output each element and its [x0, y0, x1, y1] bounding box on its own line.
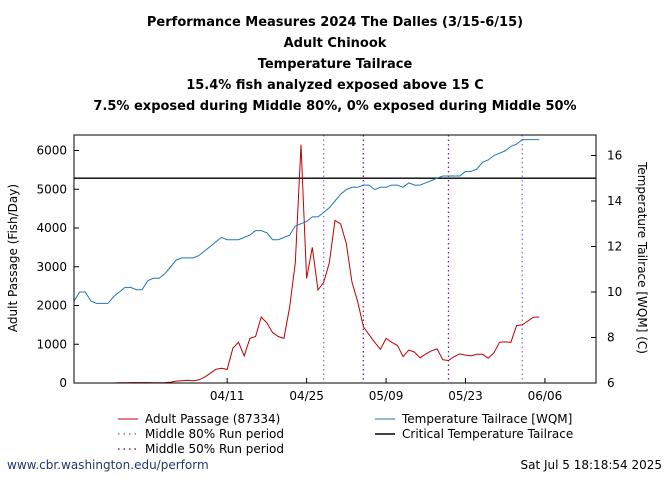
chart-subtitle-run-periods: 7.5% exposed during Middle 80%, 0% expos…: [93, 99, 577, 114]
x-tick-label: 05/09: [369, 389, 404, 403]
y-axis-title: Adult Passage (Fish/Day): [6, 183, 20, 333]
legend-label-passage: Adult Passage (87334): [145, 412, 281, 426]
axes: 0 1000 2000 3000 4000 5000 6000 6 8 10 12 14 16 04/11…: [36, 134, 622, 403]
legend-swatches: [118, 418, 395, 450]
y2-tick-label: 6: [607, 376, 615, 390]
y-tick-label: 4000: [36, 221, 67, 235]
y2-tick-label: 10: [607, 285, 622, 299]
chart-subtitle-exposure: 15.4% fish analyzed exposed above 15 C: [186, 78, 484, 93]
legend-label-critical: Critical Temperature Tailrace: [402, 427, 574, 441]
y2-tick-label: 8: [607, 330, 615, 344]
x-tick-label: 06/06: [528, 389, 563, 403]
y2-tick-label: 12: [607, 239, 622, 253]
chart-subtitle-measure: Temperature Tailrace: [257, 57, 413, 72]
footer-url[interactable]: www.cbr.washington.edu/perform: [7, 458, 209, 472]
y2-axis-title: Temperature Tailrace [WQM] (C): [635, 162, 649, 354]
y2-tick-label: 14: [607, 194, 622, 208]
y-tick-label: 6000: [36, 144, 67, 158]
footer-timestamp: Sat Jul 5 18:18:54 2025: [520, 458, 662, 472]
series-lines: [73, 139, 596, 384]
y2-tick-label: 16: [607, 148, 622, 162]
legend-label-mid80: Middle 80% Run period: [145, 427, 284, 441]
adult-passage-line: [74, 144, 540, 384]
chart-title: Performance Measures 2024 The Dalles (3/…: [146, 15, 524, 30]
y-tick-label: 2000: [36, 299, 67, 313]
run-period-lines: [323, 135, 523, 383]
chart-subtitle-species: Adult Chinook: [283, 36, 387, 51]
y-tick-label: 0: [59, 376, 67, 390]
temperature-line: [73, 139, 540, 304]
legend-label-temperature: Temperature Tailrace [WQM]: [402, 412, 573, 426]
plot-frame: [73, 134, 597, 384]
legend-label-mid50: Middle 50% Run period: [145, 442, 284, 456]
y-tick-label: 5000: [36, 182, 67, 196]
x-tick-label: 04/25: [289, 389, 324, 403]
x-tick-label: 04/11: [210, 389, 245, 403]
y-tick-label: 3000: [36, 260, 67, 274]
x-tick-label: 05/23: [448, 389, 483, 403]
y-tick-label: 1000: [36, 337, 67, 351]
